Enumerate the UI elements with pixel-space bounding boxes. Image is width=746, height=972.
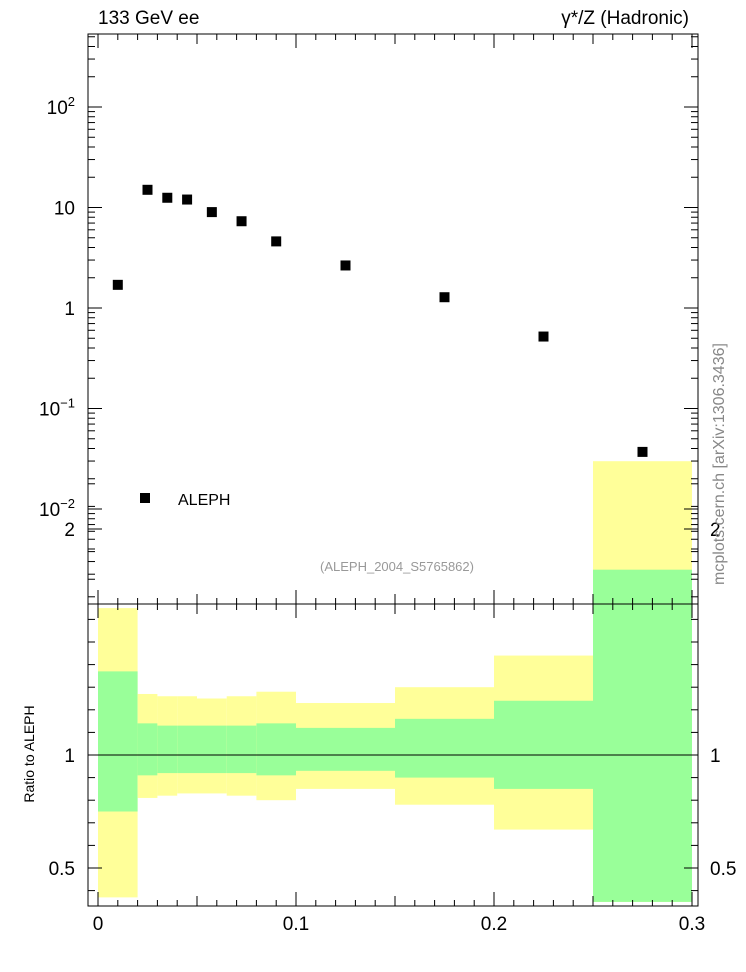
- mcplots-side-label: mcplots.cern.ch [arXiv:1306.3436]: [711, 343, 728, 585]
- analysis-tag: (ALEPH_2004_S5765862): [320, 559, 474, 574]
- data-point-2: [162, 192, 173, 203]
- green-band-bin-1: [137, 723, 158, 776]
- data-point-7: [340, 260, 351, 271]
- green-band-bin-3: [177, 725, 197, 774]
- data-point-0: [112, 279, 123, 290]
- ratio-axis-label: Ratio to ALEPH: [21, 705, 37, 802]
- data-point-4: [206, 207, 217, 218]
- y-tick-label-main: 10: [54, 199, 75, 220]
- green-band-bin-9: [494, 700, 593, 789]
- data-point-9: [538, 331, 549, 342]
- y-tick-label-ratio-right: 1: [710, 746, 721, 767]
- x-tick-label: 0.1: [283, 914, 309, 935]
- data-markers: [112, 184, 648, 457]
- y-tick-label-ratio-left: 0.5: [49, 859, 75, 880]
- ratio-bands: [98, 461, 692, 902]
- green-band-bin-8: [395, 718, 494, 778]
- data-point-1: [142, 184, 153, 195]
- y-tick-label-main: 102: [47, 94, 75, 119]
- y-tick-label-ratio-right: 2: [710, 520, 721, 541]
- data-point-10: [637, 446, 648, 457]
- y-tick-label-main: 10−2: [39, 496, 75, 521]
- energy-title: 133 GeV ee: [98, 8, 200, 29]
- green-band-bin-10: [593, 569, 692, 902]
- y-tick-label-ratio-left: 2: [64, 520, 75, 541]
- y-tick-label-main: 10−1: [39, 396, 75, 421]
- axis-ticks: [88, 34, 698, 906]
- axis-tick-labels: 10−2 10−1 1 10 102 0.5 0.5 1 1 2 2 0 0.1 0.2 0.3: [39, 94, 736, 935]
- y-tick-label-ratio-right: 0.5: [710, 859, 736, 880]
- data-point-3: [182, 194, 193, 205]
- green-band-bin-2: [157, 725, 178, 774]
- data-point-6: [271, 236, 282, 247]
- green-band-bin-0: [98, 671, 138, 812]
- legend-label: ALEPH: [178, 492, 230, 509]
- green-band-bin-6: [256, 723, 296, 776]
- x-tick-label: 0.3: [679, 914, 705, 935]
- data-point-5: [236, 216, 247, 227]
- y-tick-label-ratio-left: 1: [64, 746, 75, 767]
- data-point-8: [439, 292, 450, 303]
- y-tick-label-main: 1: [64, 299, 75, 320]
- green-band-bin-7: [296, 727, 395, 771]
- x-tick-label: 0.2: [481, 914, 507, 935]
- legend-marker: [140, 493, 150, 503]
- process-title: γ*/Z (Hadronic): [561, 8, 689, 29]
- x-tick-label: 0: [93, 914, 104, 935]
- green-band-bin-5: [226, 725, 257, 774]
- green-band-bin-4: [197, 725, 227, 774]
